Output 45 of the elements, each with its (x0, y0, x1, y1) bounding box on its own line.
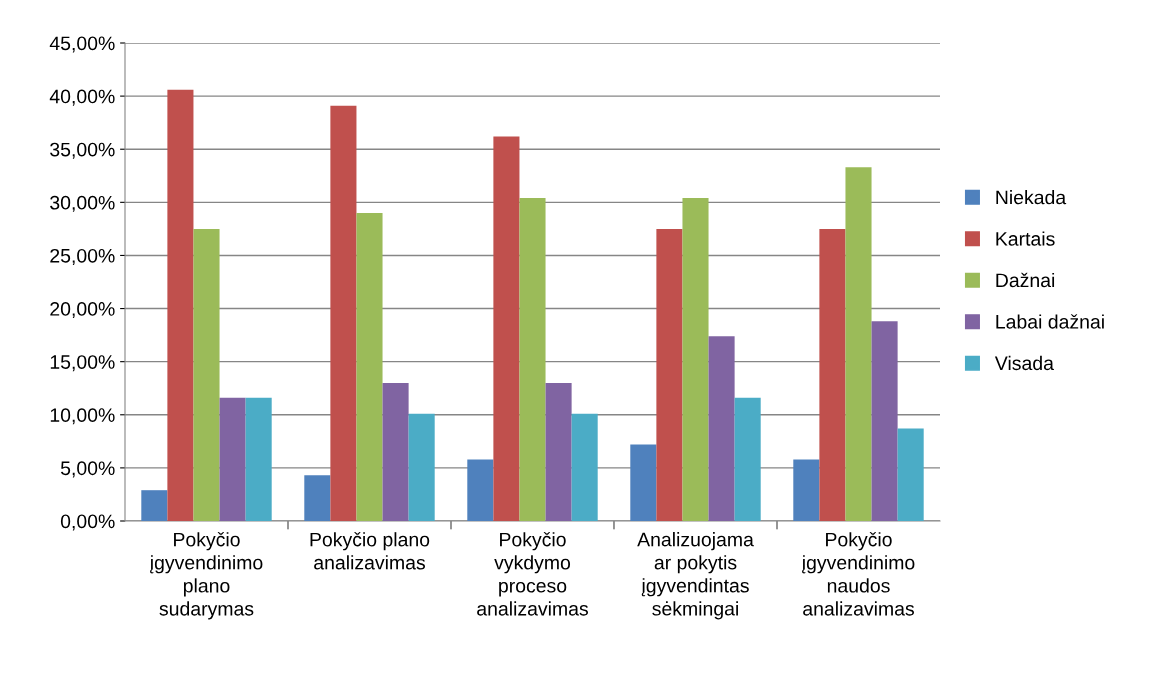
bar (356, 212, 383, 521)
legend-label: Visada (994, 355, 1054, 371)
y-tick-label: 25,00% (50, 248, 115, 265)
bar (193, 228, 220, 521)
y-tick-label: 35,00% (50, 142, 115, 159)
bar (167, 89, 194, 521)
x-tick-label: Pokyčio įgyvendinimo plano sudarymas (150, 532, 263, 620)
bar (408, 413, 435, 521)
y-tick-label: 0,00% (60, 514, 115, 531)
bar (304, 475, 331, 521)
bar (708, 336, 735, 521)
bar (682, 198, 709, 521)
x-tick-label: Pokyčio įgyvendinimo naudos analizavimas (802, 532, 915, 616)
bar (845, 167, 872, 521)
bar (330, 105, 357, 521)
bar (493, 136, 520, 521)
y-tick-label: 20,00% (50, 302, 115, 319)
bar (734, 397, 761, 521)
y-tick-label: 15,00% (50, 355, 115, 372)
y-tick-label: 30,00% (50, 195, 115, 212)
y-tick-label: 45,00% (49, 36, 115, 53)
bar (656, 228, 683, 521)
bar (819, 228, 846, 521)
y-tick-label: 40,00% (49, 89, 115, 106)
bar (467, 459, 494, 521)
bar (382, 382, 409, 521)
x-tick-label: Analizuojama ar pokytis įgyvendintas sėkmingai (637, 532, 754, 620)
legend-label: Dažnai (996, 272, 1055, 288)
bar (571, 413, 598, 521)
x-tick-label: Pokyčio plano analizavimas (310, 532, 430, 570)
bar (219, 397, 246, 521)
bar (897, 428, 924, 521)
y-tick-label: 10,00% (50, 408, 115, 425)
bar (630, 444, 657, 521)
bar (793, 459, 820, 521)
y-tick-label: 5,00% (60, 461, 115, 478)
legend-label: Labai dažnai (996, 314, 1104, 329)
legend-label: Niekada (996, 190, 1067, 205)
x-tick-label: Pokyčio vykdymo proceso analizavimas (477, 532, 588, 616)
bar (871, 321, 898, 521)
legend-label: Kartais (996, 231, 1055, 246)
bar (545, 382, 572, 521)
bar (141, 490, 168, 521)
bar (245, 397, 272, 521)
bar (519, 198, 546, 521)
